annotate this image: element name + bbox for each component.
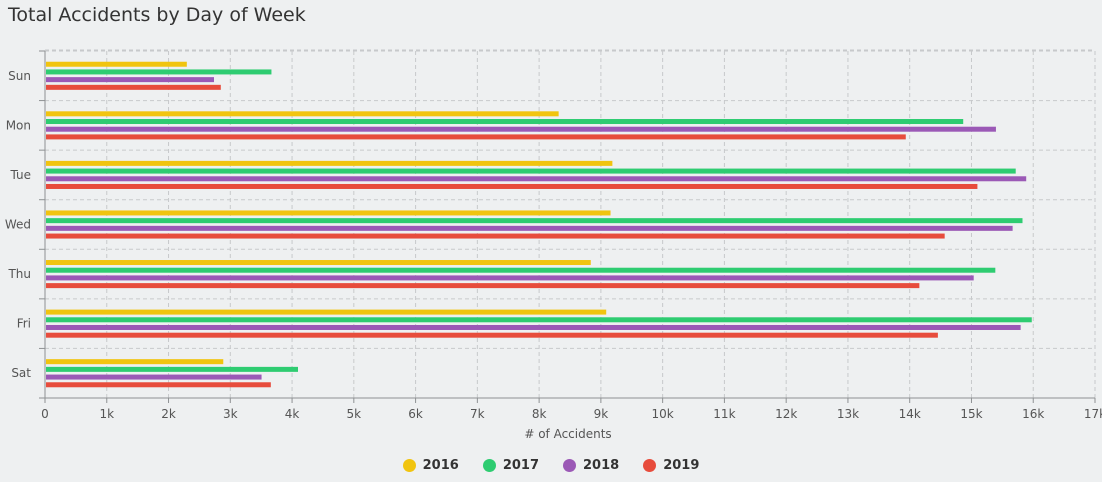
x-tick-label: 12k: [775, 407, 797, 421]
bar-2017-thu[interactable]: [46, 267, 996, 273]
bar-2017-fri[interactable]: [46, 317, 1032, 323]
y-tick-label: Fri: [17, 317, 31, 331]
bar-2018-mon[interactable]: [46, 126, 996, 132]
x-tick-label: 15k: [960, 407, 982, 421]
bar-2019-sat[interactable]: [46, 382, 271, 388]
bar-2018-tue[interactable]: [46, 176, 1027, 182]
legend-label: 2017: [502, 458, 539, 473]
bar-2017-sun[interactable]: [46, 69, 272, 75]
grid: [44, 49, 1096, 398]
legend-item-2016[interactable]: 2016: [402, 458, 459, 473]
legend-swatch: [482, 459, 496, 472]
bar-2019-fri[interactable]: [46, 332, 938, 338]
legend-item-2018[interactable]: 2018: [563, 458, 619, 473]
bar-2016-tue[interactable]: [46, 160, 613, 166]
bar-2018-sat[interactable]: [46, 374, 262, 380]
x-tick-label: 9k: [594, 407, 609, 421]
bar-2019-sun[interactable]: [46, 84, 221, 90]
x-tick-label: 1k: [99, 407, 114, 421]
bar-2019-thu[interactable]: [46, 283, 920, 289]
y-tick-label: Wed: [5, 218, 31, 232]
x-tick-label: 5k: [347, 407, 362, 421]
bar-2017-sat[interactable]: [46, 366, 298, 372]
bar-2019-wed[interactable]: [46, 233, 945, 239]
x-tick-label: 0: [41, 407, 49, 421]
bar-2018-sun[interactable]: [46, 77, 214, 83]
legend-item-2019[interactable]: 2019: [643, 458, 699, 473]
axes: 0 1k 2k 3k 4k 5k 6k 7k 8k 9k 10k 11k 12k 13k 14k 15k 16k…: [5, 50, 1102, 421]
x-tick-label: 17k: [1084, 407, 1102, 421]
legend-label: 2019: [663, 458, 700, 473]
bar-2016-thu[interactable]: [46, 260, 591, 266]
x-tick-label: 7k: [470, 407, 485, 421]
bar-2016-sun[interactable]: [46, 61, 187, 67]
x-tick-label: 2k: [161, 407, 176, 421]
x-tick-label: 14k: [899, 407, 921, 421]
bar-chart: 0 1k 2k 3k 4k 5k 6k 7k 8k 9k 10k 11k 12k 13k 14k 15k 16k…: [5, 49, 1102, 440]
y-tick-label: Thu: [7, 267, 31, 281]
x-tick-label: 4k: [285, 407, 300, 421]
bar-2017-mon[interactable]: [46, 119, 964, 125]
bar-2017-wed[interactable]: [46, 218, 1023, 224]
bar-2016-sat[interactable]: [46, 359, 224, 365]
x-tick-label: 16k: [1022, 407, 1044, 421]
bar-2018-fri[interactable]: [46, 324, 1021, 330]
bar-2018-wed[interactable]: [46, 225, 1013, 231]
x-tick-label: 6k: [408, 407, 423, 421]
x-tick-label: 8k: [532, 407, 547, 421]
bar-2019-tue[interactable]: [46, 183, 978, 189]
y-tick-label: Tue: [10, 168, 32, 182]
x-tick-label: 13k: [837, 407, 859, 421]
x-tick-label: 10k: [652, 407, 674, 421]
legend-swatch: [563, 459, 576, 472]
legend-label: 2018: [583, 458, 620, 473]
legend-label: 2016: [422, 458, 459, 473]
bar-2016-fri[interactable]: [46, 309, 607, 315]
bar-2018-thu[interactable]: [46, 275, 974, 281]
x-tick-label: 3k: [223, 407, 238, 421]
x-axis-title: # of Accidents: [524, 427, 611, 440]
bar-2016-wed[interactable]: [46, 210, 611, 216]
bars: [46, 61, 1032, 388]
x-tick-label: 11k: [713, 407, 735, 421]
legend-item-2017[interactable]: 2017: [482, 458, 539, 473]
chart-title: Total Accidents by Day of Week: [8, 4, 306, 26]
legend: 2016 2017 2018 2019: [0, 458, 1102, 473]
bar-2019-mon[interactable]: [46, 134, 906, 140]
y-tick-label: Sun: [8, 69, 31, 83]
y-tick-label: Sat: [11, 366, 31, 380]
y-tick-label: Mon: [6, 118, 31, 132]
bar-2016-mon[interactable]: [46, 111, 559, 117]
bar-2017-tue[interactable]: [46, 168, 1016, 174]
legend-swatch: [643, 459, 657, 472]
legend-swatch: [402, 459, 416, 472]
